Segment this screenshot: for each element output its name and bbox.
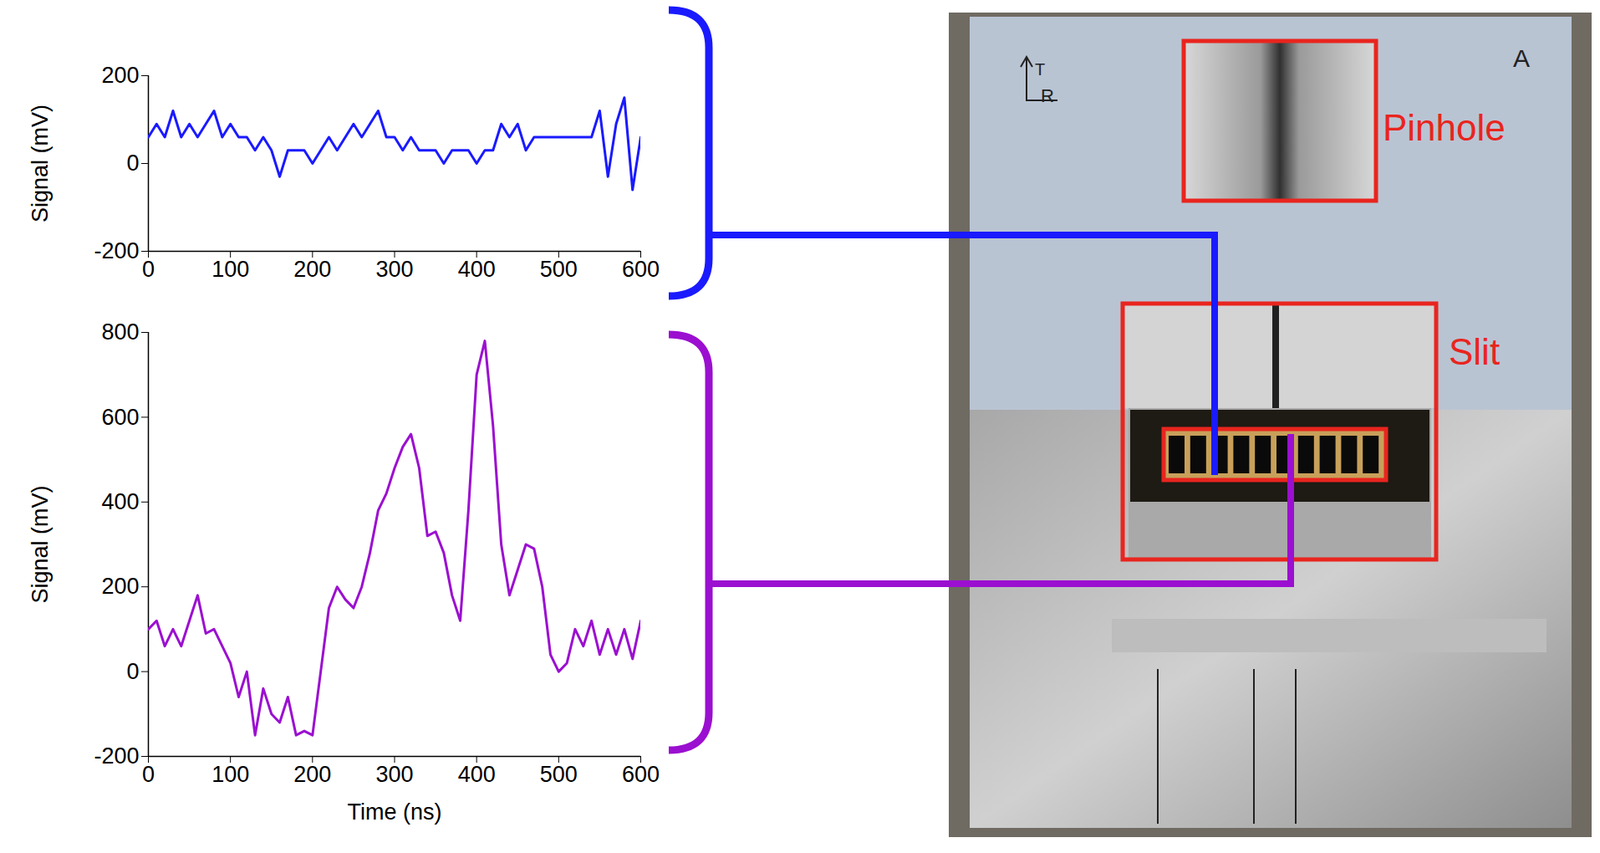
svg-text:600: 600	[101, 404, 139, 430]
svg-text:-200: -200	[93, 743, 139, 769]
svg-text:-200: -200	[93, 238, 139, 264]
svg-text:600: 600	[621, 761, 660, 787]
svg-text:500: 500	[540, 761, 578, 787]
svg-text:Time (ns): Time (ns)	[347, 799, 443, 825]
svg-text:0: 0	[126, 658, 139, 684]
svg-text:Slit: Slit	[1448, 331, 1500, 372]
svg-text:R: R	[1040, 85, 1055, 107]
svg-text:300: 300	[375, 761, 413, 787]
svg-text:400: 400	[458, 761, 496, 787]
svg-text:Signal (mV): Signal (mV)	[27, 484, 53, 603]
svg-text:0: 0	[126, 150, 139, 176]
svg-text:T: T	[1034, 60, 1045, 79]
svg-text:400: 400	[458, 256, 496, 282]
svg-text:400: 400	[101, 489, 139, 515]
svg-text:100: 100	[211, 761, 250, 787]
svg-text:Pinhole: Pinhole	[1382, 107, 1506, 148]
svg-text:Signal (mV): Signal (mV)	[27, 104, 53, 223]
svg-text:800: 800	[101, 319, 139, 345]
svg-text:100: 100	[211, 256, 250, 282]
svg-text:0: 0	[142, 761, 155, 787]
svg-text:A: A	[1513, 44, 1530, 72]
svg-text:200: 200	[293, 256, 332, 282]
svg-text:500: 500	[540, 256, 578, 282]
svg-text:300: 300	[375, 256, 413, 282]
svg-text:0: 0	[142, 256, 155, 282]
svg-text:200: 200	[293, 761, 332, 787]
svg-text:200: 200	[101, 62, 139, 88]
svg-text:200: 200	[101, 573, 139, 599]
svg-text:600: 600	[621, 256, 660, 282]
